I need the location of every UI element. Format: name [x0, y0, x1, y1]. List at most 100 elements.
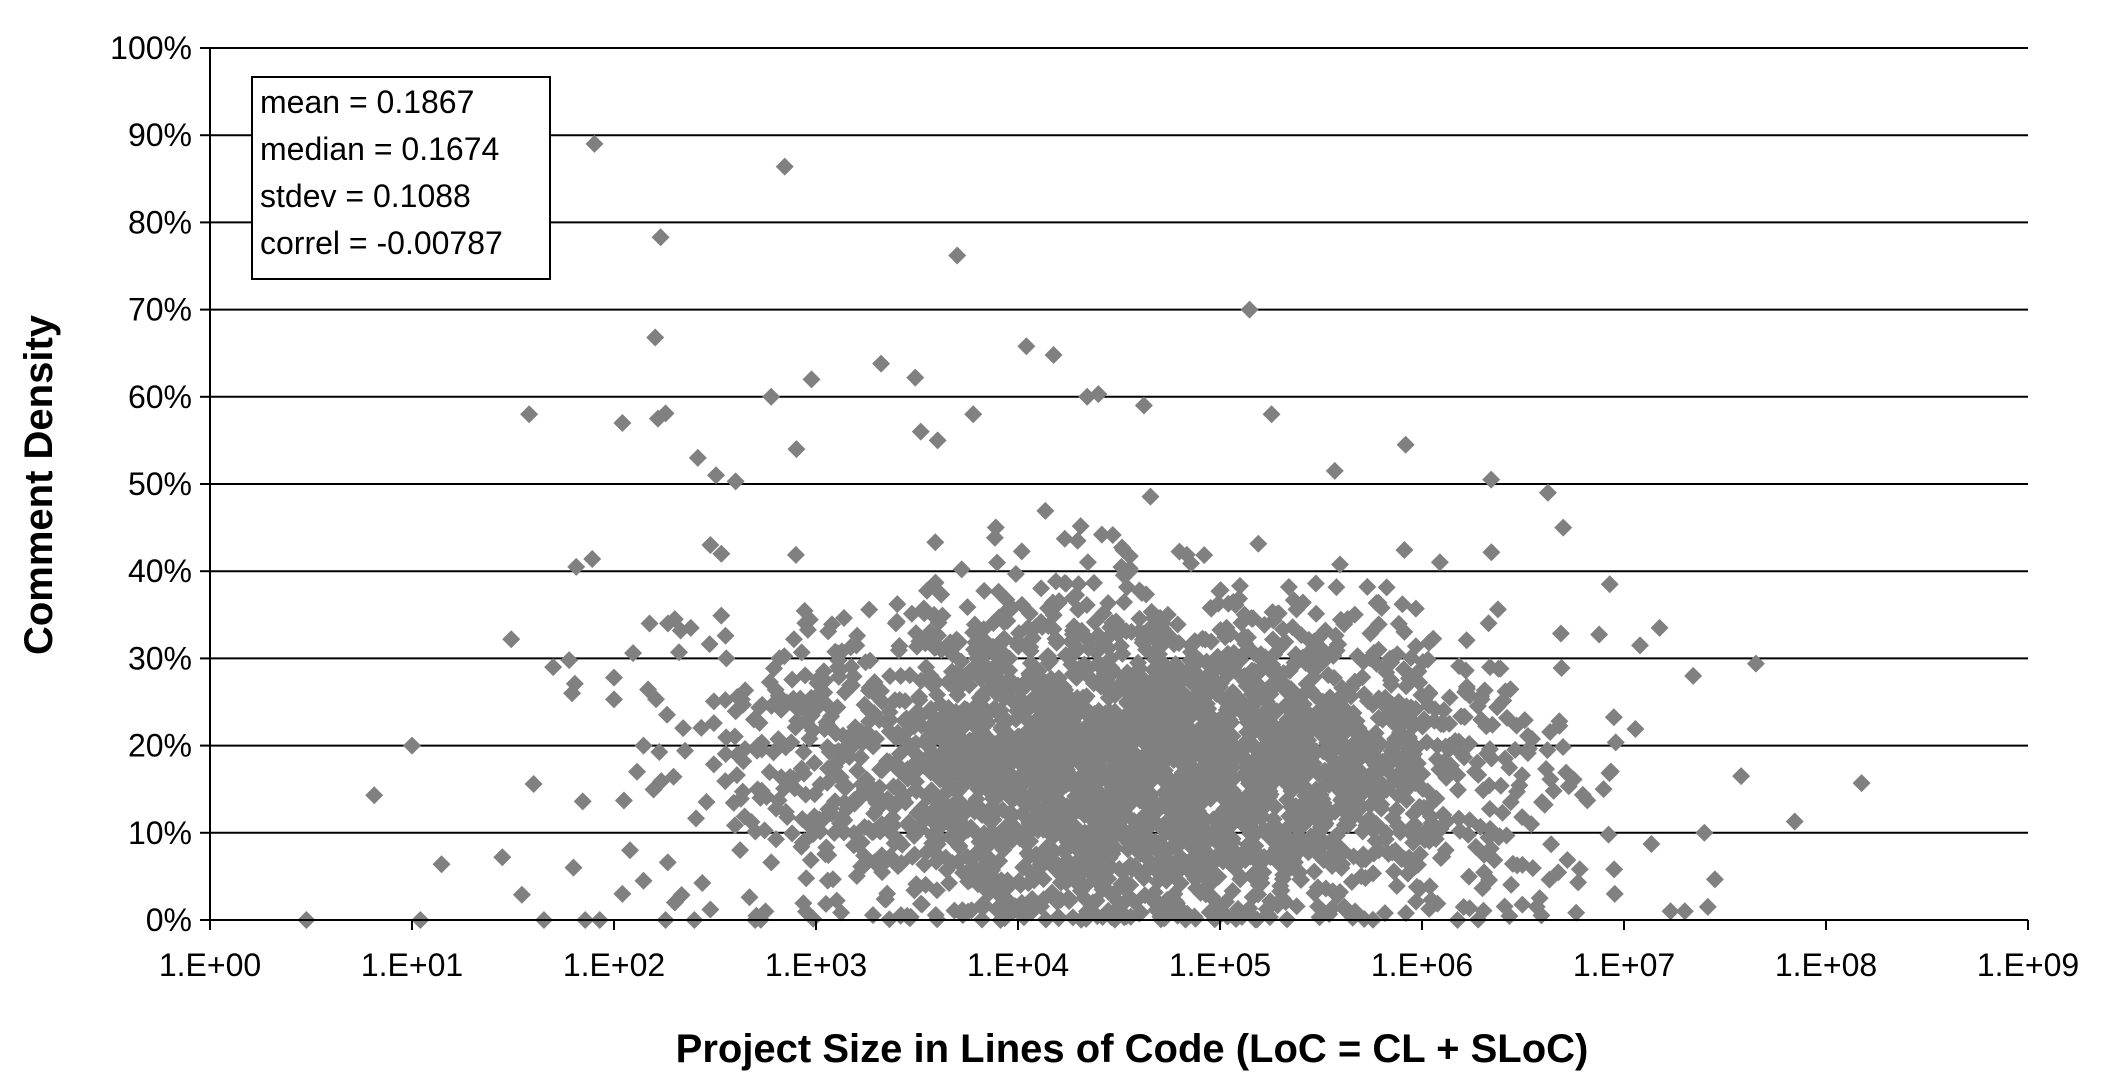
scatter-point	[1605, 884, 1624, 903]
scatter-point	[1110, 623, 1129, 642]
scatter-point	[918, 581, 937, 600]
scatter-point	[664, 767, 683, 786]
scatter-point	[1206, 672, 1225, 691]
scatter-point	[1390, 753, 1409, 772]
scatter-point	[1599, 825, 1618, 844]
scatter-point	[1410, 673, 1429, 692]
scatter-point	[1493, 803, 1512, 822]
scatter-point	[1245, 704, 1264, 723]
scatter-point	[833, 821, 852, 840]
scatter-point	[1488, 600, 1507, 619]
scatter-point	[1076, 741, 1095, 760]
scatter-point	[1083, 894, 1102, 913]
scatter-point	[717, 728, 736, 747]
scatter-point	[1567, 903, 1586, 922]
scatter-point	[888, 595, 907, 614]
scatter-point	[952, 560, 971, 579]
scatter-point	[734, 752, 753, 771]
scatter-point	[1661, 902, 1680, 921]
scatter-point	[1495, 897, 1514, 916]
scatter-point	[1268, 735, 1287, 754]
scatter-point	[704, 692, 723, 711]
scatter-point	[676, 741, 695, 760]
scatter-point	[1118, 840, 1137, 859]
scatter-point	[785, 779, 804, 798]
scatter-point	[993, 800, 1012, 819]
scatter-point	[1267, 702, 1286, 721]
scatter-point	[927, 881, 946, 900]
scatter-point	[1099, 728, 1118, 747]
scatter-point	[1183, 666, 1202, 685]
scatter-point	[1578, 791, 1597, 810]
scatter-point	[1004, 902, 1023, 921]
scatter-point	[784, 630, 803, 649]
scatter-point	[520, 405, 539, 424]
scatter-point	[760, 673, 779, 692]
scatter-point	[792, 759, 811, 778]
scatter-point	[1675, 902, 1694, 921]
scatter-point	[880, 667, 899, 686]
scatter-point	[1102, 908, 1121, 927]
scatter-point	[975, 867, 994, 886]
scatter-point	[1262, 405, 1281, 424]
scatter-point	[960, 676, 979, 695]
scatter-point	[1309, 897, 1328, 916]
scatter-point	[1381, 671, 1400, 690]
scatter-point	[1200, 705, 1219, 724]
scatter-point	[1402, 698, 1421, 717]
scatter-point	[917, 843, 936, 862]
scatter-point	[1469, 765, 1488, 784]
scatter-point	[767, 830, 786, 849]
scatter-point	[1172, 685, 1191, 704]
scatter-point	[905, 755, 924, 774]
scatter-point	[512, 885, 531, 904]
scatter-point	[893, 835, 912, 854]
scatter-point	[1457, 680, 1476, 699]
scatter-point	[1306, 574, 1325, 593]
scatter-point	[1393, 595, 1412, 614]
scatter-point	[565, 674, 584, 693]
scatter-point	[826, 642, 845, 661]
scatter-point	[1223, 683, 1242, 702]
scatter-point	[1187, 702, 1206, 721]
scatter-point	[1055, 529, 1074, 548]
scatter-point	[920, 804, 939, 823]
scatter-point	[832, 808, 851, 827]
scatter-point	[1379, 844, 1398, 863]
scatter-point	[876, 890, 895, 909]
scatter-point	[1307, 604, 1326, 623]
scatter-point	[1551, 624, 1570, 643]
scatter-point	[1095, 762, 1114, 781]
scatter-point	[1205, 661, 1224, 680]
scatter-point	[1190, 812, 1209, 831]
scatter-point	[1594, 780, 1613, 799]
scatter-point	[1106, 774, 1125, 793]
scatter-point	[1283, 849, 1302, 868]
scatter-point	[775, 647, 794, 666]
scatter-point	[1399, 777, 1418, 796]
scatter-point	[984, 614, 1003, 633]
scatter-point	[704, 755, 723, 774]
scatter-point	[1452, 707, 1471, 726]
scatter-point	[1513, 895, 1532, 914]
scatter-point	[1168, 615, 1187, 634]
scatter-point	[1316, 726, 1335, 745]
scatter-point	[1116, 737, 1135, 756]
scatter-point	[1698, 897, 1717, 916]
scatter-point	[979, 851, 998, 870]
scatter-point	[1010, 768, 1029, 787]
scatter-point	[1048, 735, 1067, 754]
scatter-point	[1020, 847, 1039, 866]
scatter-point	[1331, 882, 1350, 901]
scatter-point	[1434, 701, 1453, 720]
scatter-point	[928, 685, 947, 704]
scatter-point	[1205, 821, 1224, 840]
scatter-point	[1732, 767, 1751, 786]
scatter-point	[1115, 593, 1134, 612]
scatter-point	[964, 405, 983, 424]
scatter-point	[895, 711, 914, 730]
scatter-point	[1347, 752, 1366, 771]
scatter-point	[1419, 696, 1438, 715]
scatter-point	[1006, 565, 1025, 584]
scatter-point	[1325, 668, 1344, 687]
